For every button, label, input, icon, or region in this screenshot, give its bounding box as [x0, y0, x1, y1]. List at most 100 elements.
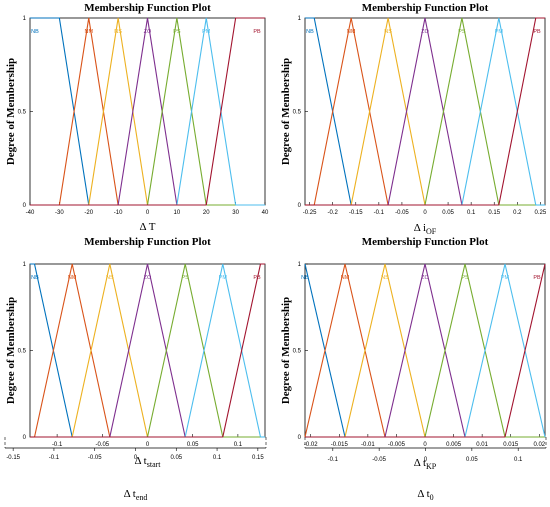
- mf-line-ns: [88, 17, 149, 206]
- x-tick-label: 0.05: [187, 442, 199, 448]
- x-tick-label: -0.02: [304, 442, 318, 448]
- mf-line-pb: [205, 17, 265, 206]
- x-tick-label: -0.005: [388, 442, 406, 448]
- secondary-x-axis-label-main: Δ t: [124, 488, 136, 500]
- chart-panel-3: Membership Function Plot Degree of Member…: [4, 236, 267, 502]
- plot-area-frame: [29, 263, 266, 438]
- x-tick-label: 0.015: [503, 442, 519, 448]
- mf-line-pm: [176, 17, 237, 206]
- mf-label-pb: PB: [533, 275, 541, 281]
- x-tick-label: -0.1: [374, 210, 385, 216]
- y-axis-label: Degree of Membership: [280, 297, 292, 404]
- x-tick-label: 0: [146, 210, 150, 216]
- mf-label-ns: NS: [384, 29, 392, 35]
- chart-title: Membership Function Plot: [84, 236, 211, 248]
- mf-label-pm: PM: [202, 29, 211, 35]
- x-tick-label: 0.05: [442, 210, 454, 216]
- x-axis-label-main: Δ t: [414, 457, 426, 469]
- y-tick-label: 0: [298, 203, 302, 209]
- mf-line-ns: [350, 17, 426, 206]
- mf-line-zo: [387, 17, 463, 206]
- x-tick-label: 0: [423, 442, 427, 448]
- mf-label-ns: NS: [381, 275, 389, 281]
- mf-line-zo: [117, 17, 178, 206]
- chart-panel-4: Membership Function Plot Degree of Member…: [280, 236, 547, 502]
- secondary-x-tick-label: -0.1: [328, 457, 339, 463]
- mf-label-ns: NS: [106, 275, 114, 281]
- plot-area-frame: [29, 17, 266, 206]
- y-tick-label: 0: [23, 435, 27, 441]
- mf-label-zo: ZO: [421, 275, 429, 281]
- mf-label-ps: PS: [458, 29, 466, 35]
- y-tick-label: 0.5: [18, 110, 27, 116]
- x-tick-label: 0.1: [467, 210, 476, 216]
- mf-label-nb: NB: [306, 29, 314, 35]
- mf-line-nb: [30, 263, 73, 438]
- x-tick-label: 0.02: [533, 442, 545, 448]
- plot-area-frame: [304, 17, 546, 206]
- x-axis-label-subscript: KP: [426, 462, 437, 471]
- mf-label-pb: PB: [253, 275, 261, 281]
- y-tick-label: 0.5: [293, 349, 302, 355]
- x-tick-label: 0: [146, 442, 150, 448]
- mf-line-nm: [33, 263, 111, 438]
- mf-line-nm: [313, 17, 389, 206]
- mf-label-nm: NM: [68, 275, 77, 281]
- x-axis-label-main: Δ i: [414, 222, 426, 234]
- mf-line-pm: [464, 263, 546, 438]
- mf-label-zo: ZO: [421, 29, 429, 35]
- secondary-x-axis-label-main: Δ t: [417, 488, 429, 500]
- x-tick-label: -20: [84, 210, 93, 216]
- secondary-x-tick-label: 0.1: [514, 457, 523, 463]
- x-tick-label: 20: [203, 210, 210, 216]
- x-tick-label: 0: [423, 210, 427, 216]
- secondary-x-tick-label: 0.05: [466, 457, 478, 463]
- x-tick-label: -30: [55, 210, 64, 216]
- x-tick-label: -40: [26, 210, 35, 216]
- mf-line-pm: [184, 263, 262, 438]
- y-tick-label: 1: [23, 16, 27, 22]
- mf-label-pm: PM: [495, 29, 504, 35]
- x-tick-label: 0.01: [476, 442, 488, 448]
- chart-title: Membership Function Plot: [362, 236, 489, 248]
- x-axis-label-subscript: start: [147, 460, 162, 469]
- mf-label-ps: PS: [182, 275, 190, 281]
- secondary-x-tick-label: -0.05: [88, 455, 102, 461]
- mf-label-pb: PB: [533, 29, 541, 35]
- mf-label-ps: PS: [461, 275, 469, 281]
- mf-label-nm: NM: [84, 29, 93, 35]
- mf-line-zo: [109, 263, 186, 438]
- y-axis-label: Degree of Membership: [5, 58, 17, 165]
- mf-label-pm: PM: [219, 275, 228, 281]
- mf-line-ns: [344, 263, 426, 438]
- secondary-x-axis-label-subscript: end: [136, 493, 148, 502]
- x-tick-label: -10: [114, 210, 123, 216]
- y-tick-label: 0: [23, 203, 27, 209]
- x-axis-label: Δ tstart: [134, 455, 161, 469]
- mf-line-pb: [498, 17, 545, 206]
- y-tick-label: 0.5: [293, 110, 302, 116]
- x-axis-label-subscript: OF: [426, 227, 437, 236]
- secondary-x-tick-label: 0.05: [170, 455, 182, 461]
- mf-label-nb: NB: [31, 29, 39, 35]
- mf-line-ps: [146, 263, 224, 438]
- mf-label-nb: NB: [31, 275, 39, 281]
- secondary-x-tick-label: -0.1: [49, 455, 60, 461]
- secondary-x-tick-label: 0: [134, 455, 138, 461]
- x-tick-label: -0.05: [395, 210, 409, 216]
- x-tick-label: -0.25: [303, 210, 317, 216]
- x-tick-label: -0.015: [331, 442, 349, 448]
- mf-line-nm: [58, 17, 119, 206]
- secondary-x-tick-label: -0.15: [6, 455, 20, 461]
- secondary-x-tick-label: -0.05: [372, 457, 386, 463]
- x-tick-label: 0.1: [234, 442, 243, 448]
- mf-line-pb: [504, 263, 546, 438]
- mf-line-ps: [424, 17, 500, 206]
- x-tick-label: -0.01: [361, 442, 375, 448]
- mf-line-nm: [304, 263, 386, 438]
- secondary-x-axis-label: Δ t0: [417, 488, 433, 502]
- y-tick-label: 1: [298, 16, 302, 22]
- y-tick-label: 1: [23, 262, 27, 268]
- secondary-x-axis-label-subscript: 0: [430, 493, 434, 502]
